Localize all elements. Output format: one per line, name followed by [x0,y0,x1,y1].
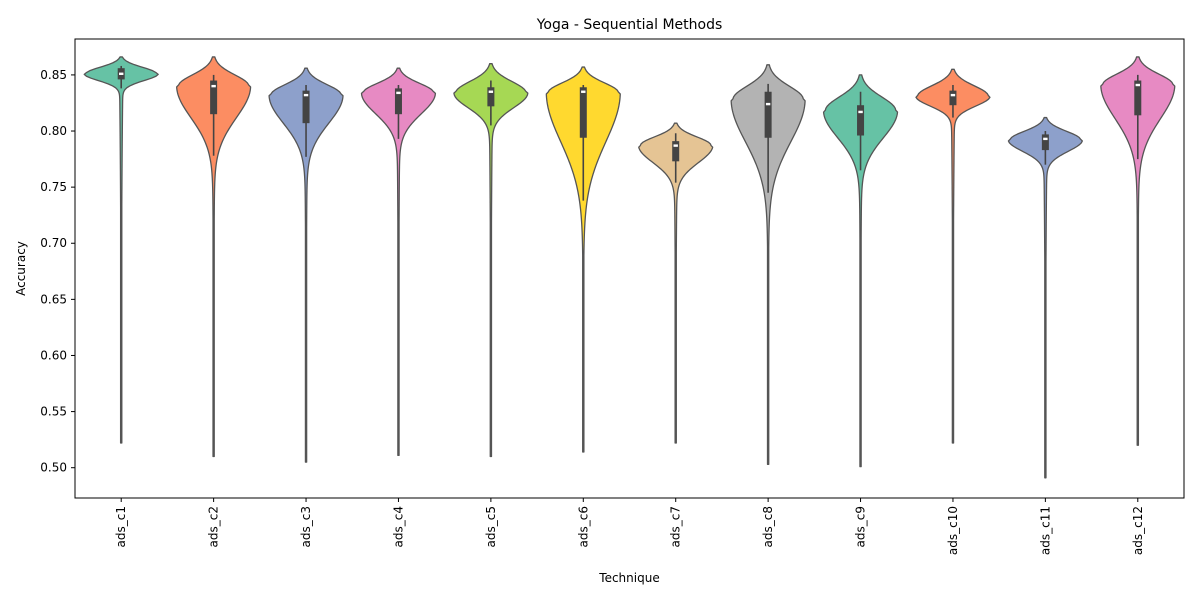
violin-ads_c9 [822,74,899,468]
iqr-box-ads_c6 [579,87,587,138]
violin-ads_c10 [915,68,991,444]
iqr-box-ads_c3 [302,90,310,124]
violin-ads_c5 [453,63,529,458]
x-axis-title: Technique [598,571,659,585]
y-tick-label: 0.85 [40,68,67,82]
median-marker-ads_c2 [211,84,216,88]
x-tick-label: ads_c5 [484,506,498,547]
violin-ads_c12 [1100,56,1176,446]
chart-title: Yoga - Sequential Methods [536,17,723,33]
iqr-box-ads_c9 [857,105,865,136]
x-tick-label: ads_c12 [1131,506,1145,555]
plot-frame [74,38,1185,499]
violin-ads_c7 [638,122,714,444]
x-tick-label: ads_c8 [761,506,775,547]
median-marker-ads_c6 [581,90,586,93]
y-tick-label: 0.50 [40,461,67,475]
violin-ads_c8 [730,64,806,465]
median-marker-ads_c10 [950,93,956,97]
x-tick-label: ads_c9 [854,506,868,547]
x-tick-label: ads_c3 [299,506,313,547]
x-axis: ads_c1 ads_c2 ads_c3 ads_c4 ads_c5 ads_c6 ads_… [114,498,1145,555]
x-tick-label: ads_c4 [391,506,405,547]
median-marker-ads_c8 [765,102,771,106]
median-marker-ads_c7 [673,144,678,147]
y-tick-label: 0.65 [40,292,67,306]
median-marker-ads_c1 [119,72,124,75]
median-marker-ads_c11 [1043,137,1048,141]
violin-ads_c1 [83,56,159,444]
x-tick-label: ads_c2 [207,506,221,547]
y-tick-label: 0.55 [40,405,67,419]
y-tick-label: 0.70 [40,236,67,250]
x-tick-label: ads_c10 [946,506,960,555]
violin-ads_c6 [545,66,621,453]
violins-group [83,56,1176,479]
median-marker-ads_c3 [303,93,309,97]
violin-ads_c11 [1007,116,1083,479]
iqr-box-ads_c8 [764,91,772,138]
iqr-box-ads_c12 [1134,80,1142,116]
iqr-box-ads_c2 [210,80,218,115]
violin-ads_c3 [268,67,344,463]
median-marker-ads_c9 [858,110,863,114]
y-tick-label: 0.60 [40,348,67,362]
x-tick-label: ads_c6 [576,506,590,547]
x-tick-label: ads_c1 [114,506,128,547]
median-marker-ads_c5 [488,90,494,93]
iqr-box-ads_c7 [672,141,680,162]
violin-ads_c2 [176,56,252,458]
iqr-box-ads_c11 [1041,134,1049,151]
iqr-box-ads_c5 [487,87,495,107]
violin-ads_c4 [360,67,437,456]
x-tick-label: ads_c11 [1038,506,1052,555]
iqr-box-ads_c4 [394,88,402,115]
y-tick-label: 0.75 [40,180,67,194]
median-marker-ads_c12 [1135,83,1140,87]
y-axis: 0.50 0.55 0.60 0.65 0.70 0.75 0.80 0.85 [40,68,75,475]
median-marker-ads_c4 [396,91,401,95]
y-axis-title: Accuracy [14,241,28,296]
y-tick-label: 0.80 [40,124,67,138]
x-tick-label: ads_c7 [669,506,683,547]
iqr-box-ads_c10 [949,90,957,106]
